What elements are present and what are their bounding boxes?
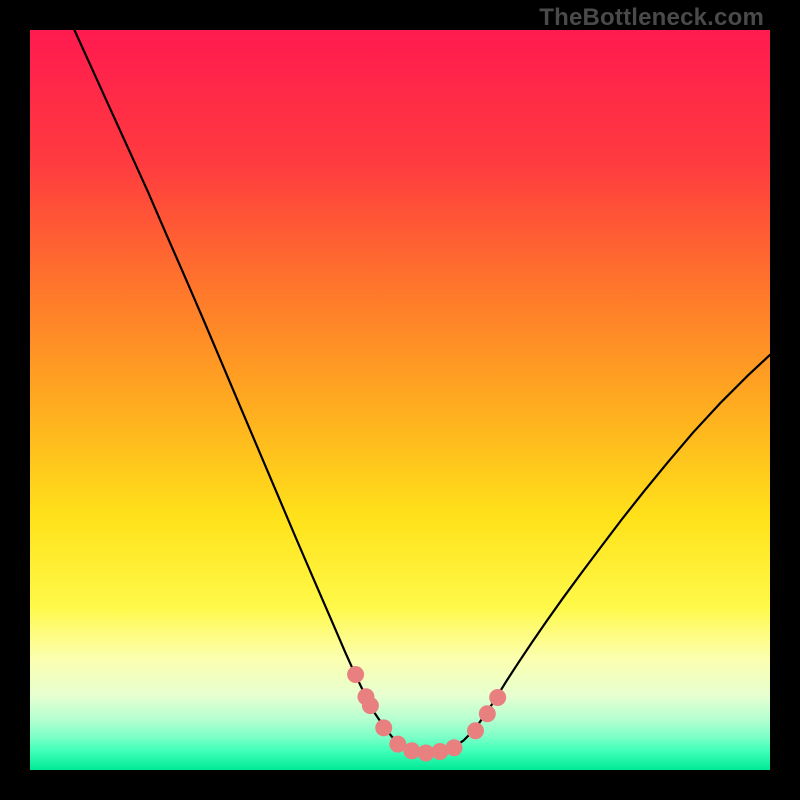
highlight-dot	[467, 722, 484, 739]
plot-area	[30, 30, 770, 770]
chart-wrapper: TheBottleneck.com	[0, 0, 800, 800]
highlight-dot	[489, 689, 506, 706]
highlight-dot	[347, 666, 364, 683]
chart-svg	[0, 0, 800, 800]
highlight-dot	[479, 705, 496, 722]
highlight-dot	[446, 739, 463, 756]
highlight-dot	[375, 719, 392, 736]
watermark-text: TheBottleneck.com	[539, 4, 764, 32]
highlight-dot	[362, 697, 379, 714]
